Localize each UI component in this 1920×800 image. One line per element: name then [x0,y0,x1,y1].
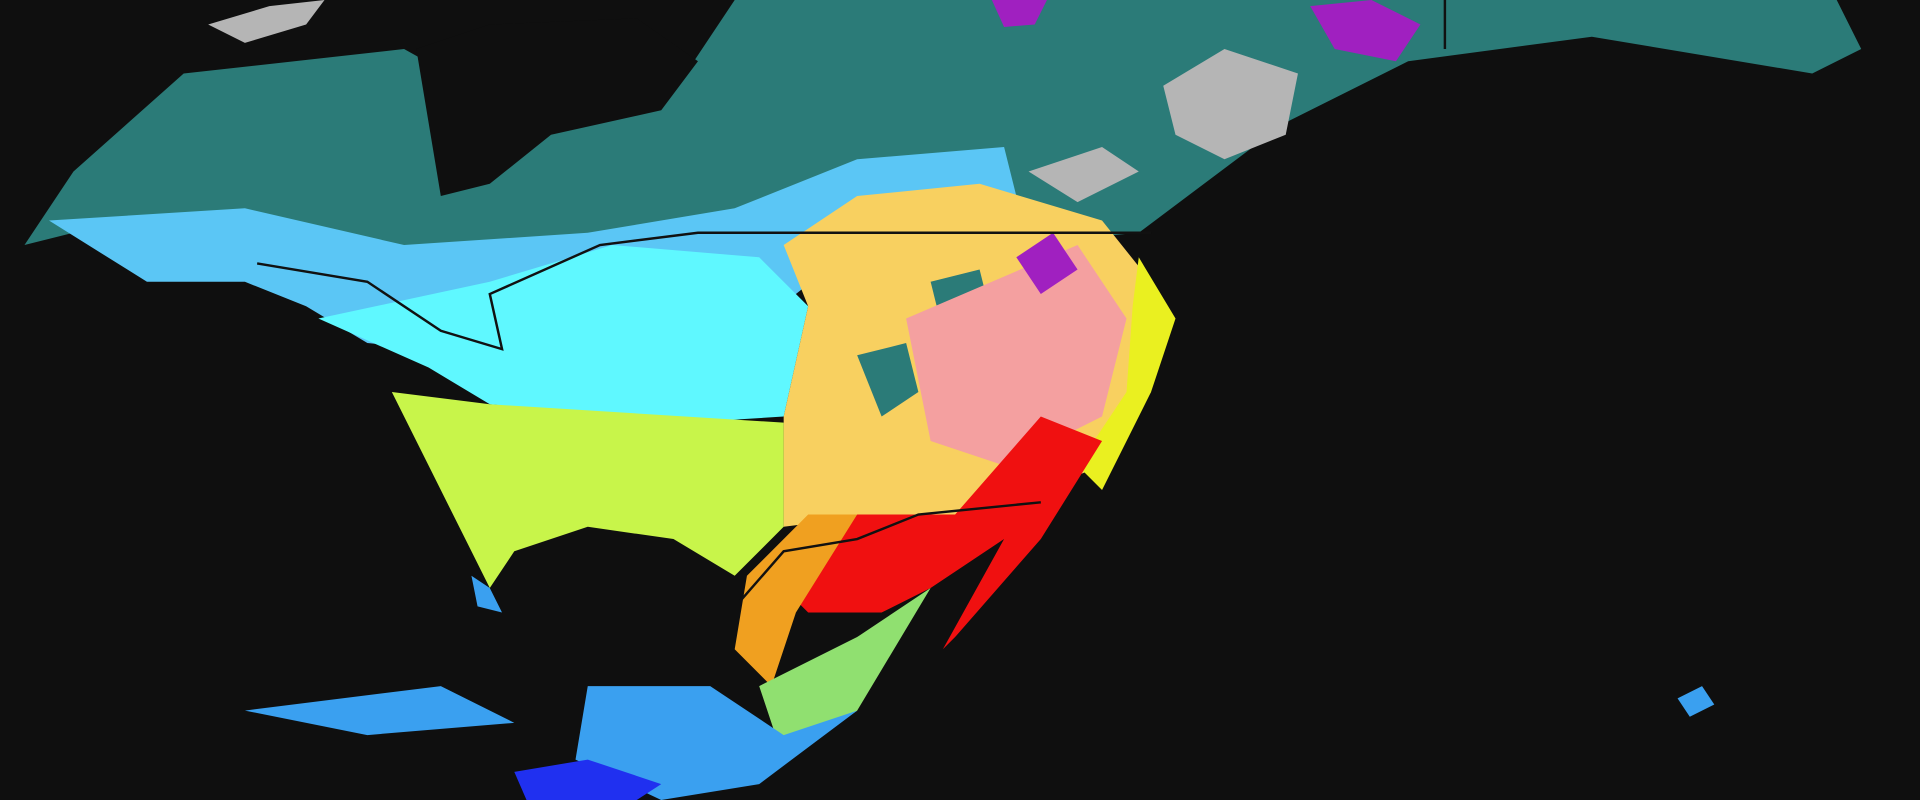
region-purple [991,0,1047,27]
region-orange [734,514,858,687]
region-pink [906,245,1127,466]
border-line [739,501,1041,602]
region-red [783,416,1103,650]
region-cyan [318,245,809,423]
border-line [256,231,1152,351]
hudson-bay [416,18,698,197]
region-yellow [1077,257,1176,491]
region-yellow-green [391,392,784,589]
region-blue [244,686,515,736]
region-purple [1310,0,1421,62]
region-teal-patch [857,343,919,417]
region-green [759,588,931,760]
island [1677,686,1715,717]
region-gray [1163,49,1298,160]
region-gray [208,0,325,43]
region-light-blue [48,147,1017,356]
region-purple [1016,232,1078,295]
region-blue [575,686,858,800]
region-gray [1028,147,1139,203]
region-blue [471,575,503,613]
region-deep-blue [514,759,662,800]
